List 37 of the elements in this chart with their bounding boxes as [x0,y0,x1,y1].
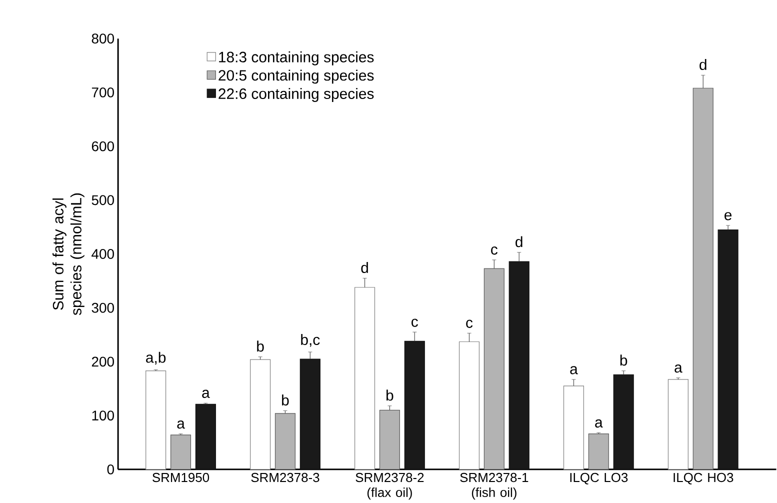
y-tick-label: 0 [107,464,114,474]
legend-label: 22:6 containing species [218,88,374,102]
y-tick-label: 200 [92,356,114,367]
x-tick-label: SRM2378-3 [251,472,320,482]
y-tick-label: 500 [92,195,114,206]
data-label: b [282,394,289,406]
y-tick-label: 100 [92,410,114,421]
data-label: d [361,262,368,274]
data-label: b [620,354,628,366]
x-tick-label: SRM2378-2 (flax oil) [356,472,424,500]
y-tick-label: 700 [92,88,114,98]
data-label: c [466,320,473,328]
legend-label: 18:3 containing species [219,51,374,66]
data-label: a [595,419,603,428]
y-tick-label: 600 [92,141,114,152]
x-tick-label: ILQC HO3 [674,472,734,484]
data-label: a [202,390,210,398]
data-label: d [700,59,706,70]
data-label: a [674,364,682,373]
x-tick-label: SRM2378-1 (fish oil) [460,472,528,500]
data-label: e [724,212,732,220]
data-label: a [177,420,185,429]
data-label: c [412,318,418,327]
data-label: a,b [146,352,166,365]
y-tick-label: 800 [92,34,114,44]
data-label: c [491,246,498,255]
y-axis-title: Sum of fatty acyl species (nmol/mL) [52,193,84,316]
x-tick-label: SRM1950 [152,472,210,482]
data-label: b,c [301,334,320,347]
data-label: b [386,390,394,401]
y-tick-label: 400 [92,249,114,259]
y-tick-label: 300 [92,302,114,313]
data-label: a [570,366,578,374]
legend-label: 20:5 containing species [218,70,374,84]
data-label: d [516,236,522,248]
x-tick-label: ILQC LO3 [570,472,628,484]
data-label: b [257,340,264,352]
